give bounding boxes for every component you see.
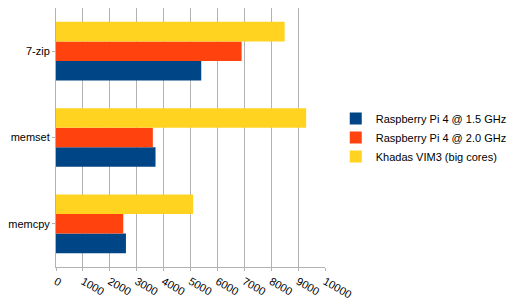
svg-text:0: 0 bbox=[52, 275, 63, 288]
svg-text:7-zip: 7-zip bbox=[26, 45, 50, 57]
svg-text:3000: 3000 bbox=[133, 275, 160, 298]
svg-text:Raspberry Pi 4 @ 1.5 GHz: Raspberry Pi 4 @ 1.5 GHz bbox=[376, 113, 506, 125]
svg-text:5000: 5000 bbox=[187, 275, 214, 298]
svg-text:memset: memset bbox=[11, 131, 50, 143]
svg-text:Khadas VIM3 (big cores): Khadas VIM3 (big cores) bbox=[376, 151, 497, 163]
svg-text:9000: 9000 bbox=[294, 275, 321, 298]
svg-text:10000: 10000 bbox=[321, 275, 353, 301]
svg-text:1000: 1000 bbox=[79, 275, 106, 298]
svg-text:8000: 8000 bbox=[267, 275, 294, 298]
svg-text:2000: 2000 bbox=[106, 275, 133, 298]
svg-text:7000: 7000 bbox=[241, 275, 268, 298]
svg-text:Raspberry Pi 4 @ 2.0 GHz: Raspberry Pi 4 @ 2.0 GHz bbox=[376, 132, 506, 144]
svg-text:4000: 4000 bbox=[160, 275, 187, 298]
svg-text:memcpy: memcpy bbox=[8, 218, 50, 230]
svg-text:6000: 6000 bbox=[214, 275, 241, 298]
